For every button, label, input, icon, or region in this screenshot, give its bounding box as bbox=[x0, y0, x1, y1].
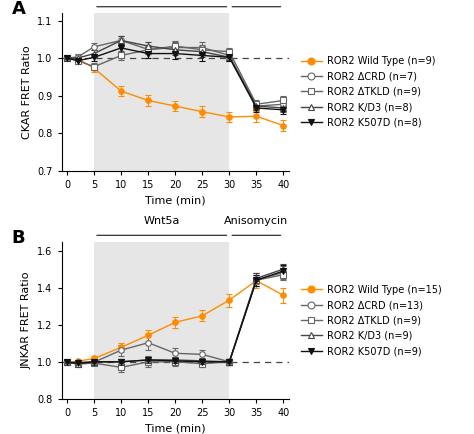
Text: Wnt5a: Wnt5a bbox=[144, 216, 180, 226]
X-axis label: Time (min): Time (min) bbox=[145, 424, 206, 434]
Y-axis label: CKAR FRET Ratio: CKAR FRET Ratio bbox=[22, 45, 32, 138]
Y-axis label: JNKAR FRET Ratio: JNKAR FRET Ratio bbox=[22, 272, 32, 369]
Text: A: A bbox=[12, 0, 26, 18]
Text: B: B bbox=[12, 229, 25, 247]
Legend: ROR2 Wild Type (n=9), ROR2 ΔCRD (n=7), ROR2 ΔTKLD (n=9), ROR2 K/D3 (n=8), ROR2 K: ROR2 Wild Type (n=9), ROR2 ΔCRD (n=7), R… bbox=[301, 56, 435, 128]
Legend: ROR2 Wild Type (n=15), ROR2 ΔCRD (n=13), ROR2 ΔTKLD (n=9), ROR2 K/D3 (n=9), ROR2: ROR2 Wild Type (n=15), ROR2 ΔCRD (n=13),… bbox=[301, 285, 442, 356]
Bar bbox=[94, 13, 229, 171]
Text: Anisomycin: Anisomycin bbox=[224, 216, 289, 226]
X-axis label: Time (min): Time (min) bbox=[145, 195, 206, 205]
Bar bbox=[94, 242, 229, 399]
